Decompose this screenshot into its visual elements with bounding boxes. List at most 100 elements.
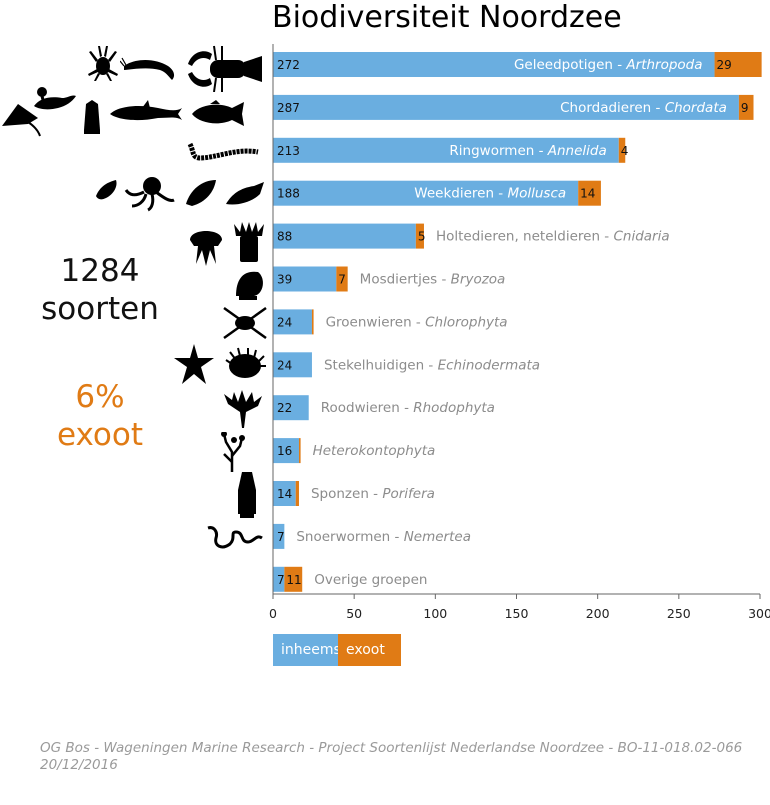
green-alga-icon — [223, 306, 267, 340]
category-name: Stekelhuidigen - — [324, 357, 438, 373]
sea-urchin-icon — [225, 347, 266, 378]
exotic-value-label: 5 — [418, 230, 426, 244]
x-tick-label: 300 — [748, 606, 770, 621]
bar-native — [273, 94, 739, 120]
category-label: Geleedpotigen - Arthropoda — [514, 57, 703, 73]
bar-exotic — [738, 94, 754, 120]
category-label: Groenwieren - Chlorophyta — [326, 314, 508, 330]
brown-alga-icon — [221, 432, 245, 472]
category-label: Chordadieren - Chordata — [560, 100, 727, 116]
stacked-bar-chart: 272 29 Geleedpotigen - Arthropoda 287 9 Chord… — [269, 44, 770, 621]
jellyfish-icon — [190, 231, 222, 266]
red-alga-icon — [224, 390, 262, 428]
x-tick-label: 150 — [505, 606, 529, 621]
category-name: Weekdieren - — [414, 186, 507, 202]
bar-native — [273, 52, 715, 77]
bryozoan-icon — [236, 271, 263, 300]
sea-slug-icon — [96, 180, 117, 200]
category-latin: Rhodophyta — [413, 400, 495, 416]
sponge-icon — [238, 472, 256, 518]
exotic-value-label: 11 — [286, 573, 301, 587]
bar-exotic — [618, 137, 626, 163]
category-label: Stekelhuidigen - Echinodermata — [324, 357, 540, 373]
total-species-summary: 1284 soorten — [40, 252, 160, 328]
category-name: Mosdiertjes - — [360, 272, 451, 288]
exotic-value-label: 9 — [741, 101, 749, 115]
native-value-label: 24 — [277, 358, 292, 372]
native-value-label: 188 — [277, 187, 300, 201]
category-label: Ringwormen - Annelida — [449, 143, 606, 159]
ray-icon — [2, 104, 41, 137]
category-label: Holtedieren, neteldieren - Cnidaria — [436, 229, 670, 245]
bar-exotic — [578, 180, 601, 206]
ribbon-worm-icon — [207, 526, 263, 549]
bar-native — [273, 137, 619, 163]
x-tick-label: 200 — [586, 606, 610, 621]
category-name: Groenwieren - — [326, 314, 426, 330]
category-label: Weekdieren - Mollusca — [414, 186, 566, 202]
category-latin: Arthropoda — [625, 57, 702, 73]
bar-native — [273, 223, 416, 249]
shrimp-icon — [120, 57, 175, 80]
native-value-label: 88 — [277, 230, 292, 244]
category-latin: Chordata — [665, 100, 727, 116]
sea-squirt-icon — [84, 100, 100, 134]
category-name: Sponzen - — [311, 486, 382, 502]
category-latin: Echinodermata — [438, 357, 540, 373]
category-name: Chordadieren - — [560, 100, 665, 116]
category-name: Ringwormen - — [449, 143, 547, 159]
native-value-label: 14 — [277, 487, 292, 501]
category-latin: Bryozoa — [451, 272, 506, 288]
x-tick-label: 0 — [269, 606, 277, 621]
exotic-value-label: 29 — [717, 58, 732, 72]
exotic-value-label: 7 — [338, 273, 346, 287]
bar-exotic — [284, 566, 303, 592]
category-name: Snoerwormen - — [296, 529, 403, 545]
whelk-icon — [226, 182, 264, 205]
crab-icon — [88, 46, 118, 81]
octopus-icon — [124, 177, 175, 212]
category-label: Roodwieren - Rhodophyta — [321, 400, 495, 416]
category-latin: Nemertea — [404, 529, 471, 545]
bar-native — [273, 266, 337, 292]
fish-icon — [192, 100, 244, 126]
native-value-label: 287 — [277, 101, 300, 115]
category-latin: Porifera — [382, 486, 435, 502]
lobster-icon — [188, 45, 262, 92]
category-name: Roodwieren - — [321, 400, 414, 416]
porpoise-icon — [110, 100, 182, 121]
bar-native — [273, 352, 312, 378]
x-tick-label: 100 — [423, 606, 447, 621]
polychaete-worm-icon — [187, 142, 259, 161]
category-label: Snoerwormen - Nemertea — [296, 529, 471, 545]
bar-native — [273, 566, 285, 592]
category-latin: Annelida — [547, 143, 607, 159]
bar-native — [273, 309, 312, 335]
exotic-share-label: exoot — [56, 417, 143, 453]
category-label: Mosdiertjes - Bryozoa — [360, 272, 506, 288]
source-note: OG Bos - Wageningen Marine Research - Pr… — [40, 740, 742, 774]
native-value-label: 24 — [277, 315, 292, 329]
total-species-count: 1284 — [60, 253, 140, 289]
bar-native — [273, 180, 579, 206]
bird-icon — [34, 87, 76, 110]
native-value-label: 272 — [277, 58, 300, 72]
starfish-icon — [174, 344, 214, 384]
mussel-icon — [186, 180, 216, 206]
legend-exotic: exoot — [338, 634, 401, 666]
category-label: Sponzen - Porifera — [311, 486, 435, 502]
anemone-icon — [234, 222, 264, 262]
category-latin: Heterokontophyta — [313, 443, 436, 459]
source-line: OG Bos - Wageningen Marine Research - Pr… — [40, 740, 743, 756]
bar-exotic — [295, 481, 299, 506]
bar-native — [273, 395, 309, 421]
legend-native: inheems — [273, 634, 341, 666]
bar-native — [273, 481, 296, 506]
category-name: Overige groepen — [314, 572, 427, 588]
category-latin: Mollusca — [507, 186, 566, 202]
legend: inheems exoot — [273, 634, 401, 666]
bar-native — [273, 523, 285, 549]
category-latin: Chlorophyta — [425, 314, 507, 330]
native-value-label: 213 — [277, 144, 300, 158]
x-tick-label: 50 — [346, 606, 362, 621]
